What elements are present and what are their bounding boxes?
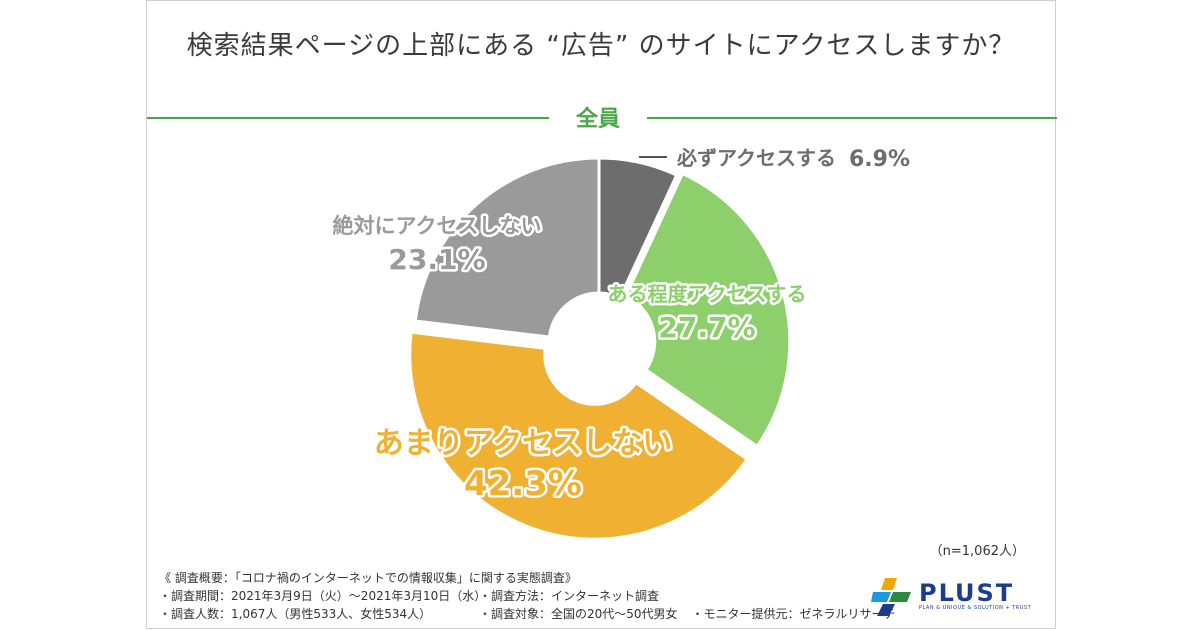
slice-label-name: ある程度アクセスする [608,282,807,306]
logo-tagline: PLAN & UNIQUE & SOLUTION + TRUST [919,605,1032,611]
slice-label-value: 42.3% [464,464,582,504]
donut-chart: 必ずアクセスする 6.9% ある程度アクセスする 27.7% あまりアクセスしない42.… [330,144,913,541]
plust-logo: PLUST PLAN & UNIQUE & SOLUTION + TRUST [871,576,1041,616]
plust-logo-mark-icon [871,578,911,616]
slice-label-value: 23.1% [388,243,485,276]
slice-label-value: 6.9% [849,147,910,172]
logo-word: PLUST [919,579,1015,607]
chart-title: 検索結果ページの上部にある “広告” のサイトにアクセスしますか？ [186,31,1016,61]
divider-left [147,117,549,119]
note-item: ・調査方法：インターネット調査 [479,589,660,603]
survey-notes: 《 調査概要：「コロナ禍のインターネットでの情報収集」に関する実態調査》 ・調査… [159,569,896,623]
pie-slice [408,330,750,541]
chart-frame: 検索結果ページの上部にある “広告” のサイトにアクセスしますか？ 全員 必ずア… [146,0,1057,629]
note-item: ・調査人数：1,067人（男性533人、女性534人） [159,607,432,621]
divider-right [647,117,1057,119]
note-item: ・調査期間：2021年3月9日（火）〜2021年3月10日（水） [159,589,487,603]
slice-label-name: 絶対にアクセスしない [333,214,542,238]
sample-size: （n=1,062人） [929,544,1025,559]
notes-header: 《 調査概要：「コロナ禍のインターネットでの情報収集」に関する実態調査》 [159,571,577,585]
note-item: ・調査対象：全国の20代〜50代男女 [479,607,678,621]
slice-label-value: 27.7% [658,311,755,344]
pie-slice [623,171,792,449]
group-label: 全員 [575,107,620,132]
slice-label-name: 必ずアクセスする [676,146,836,170]
donut-hole [549,293,649,393]
slice-label-name: あまりアクセスしない [374,426,673,461]
note-item: ・モニター提供元：ゼネラルリサーチ [691,607,896,621]
